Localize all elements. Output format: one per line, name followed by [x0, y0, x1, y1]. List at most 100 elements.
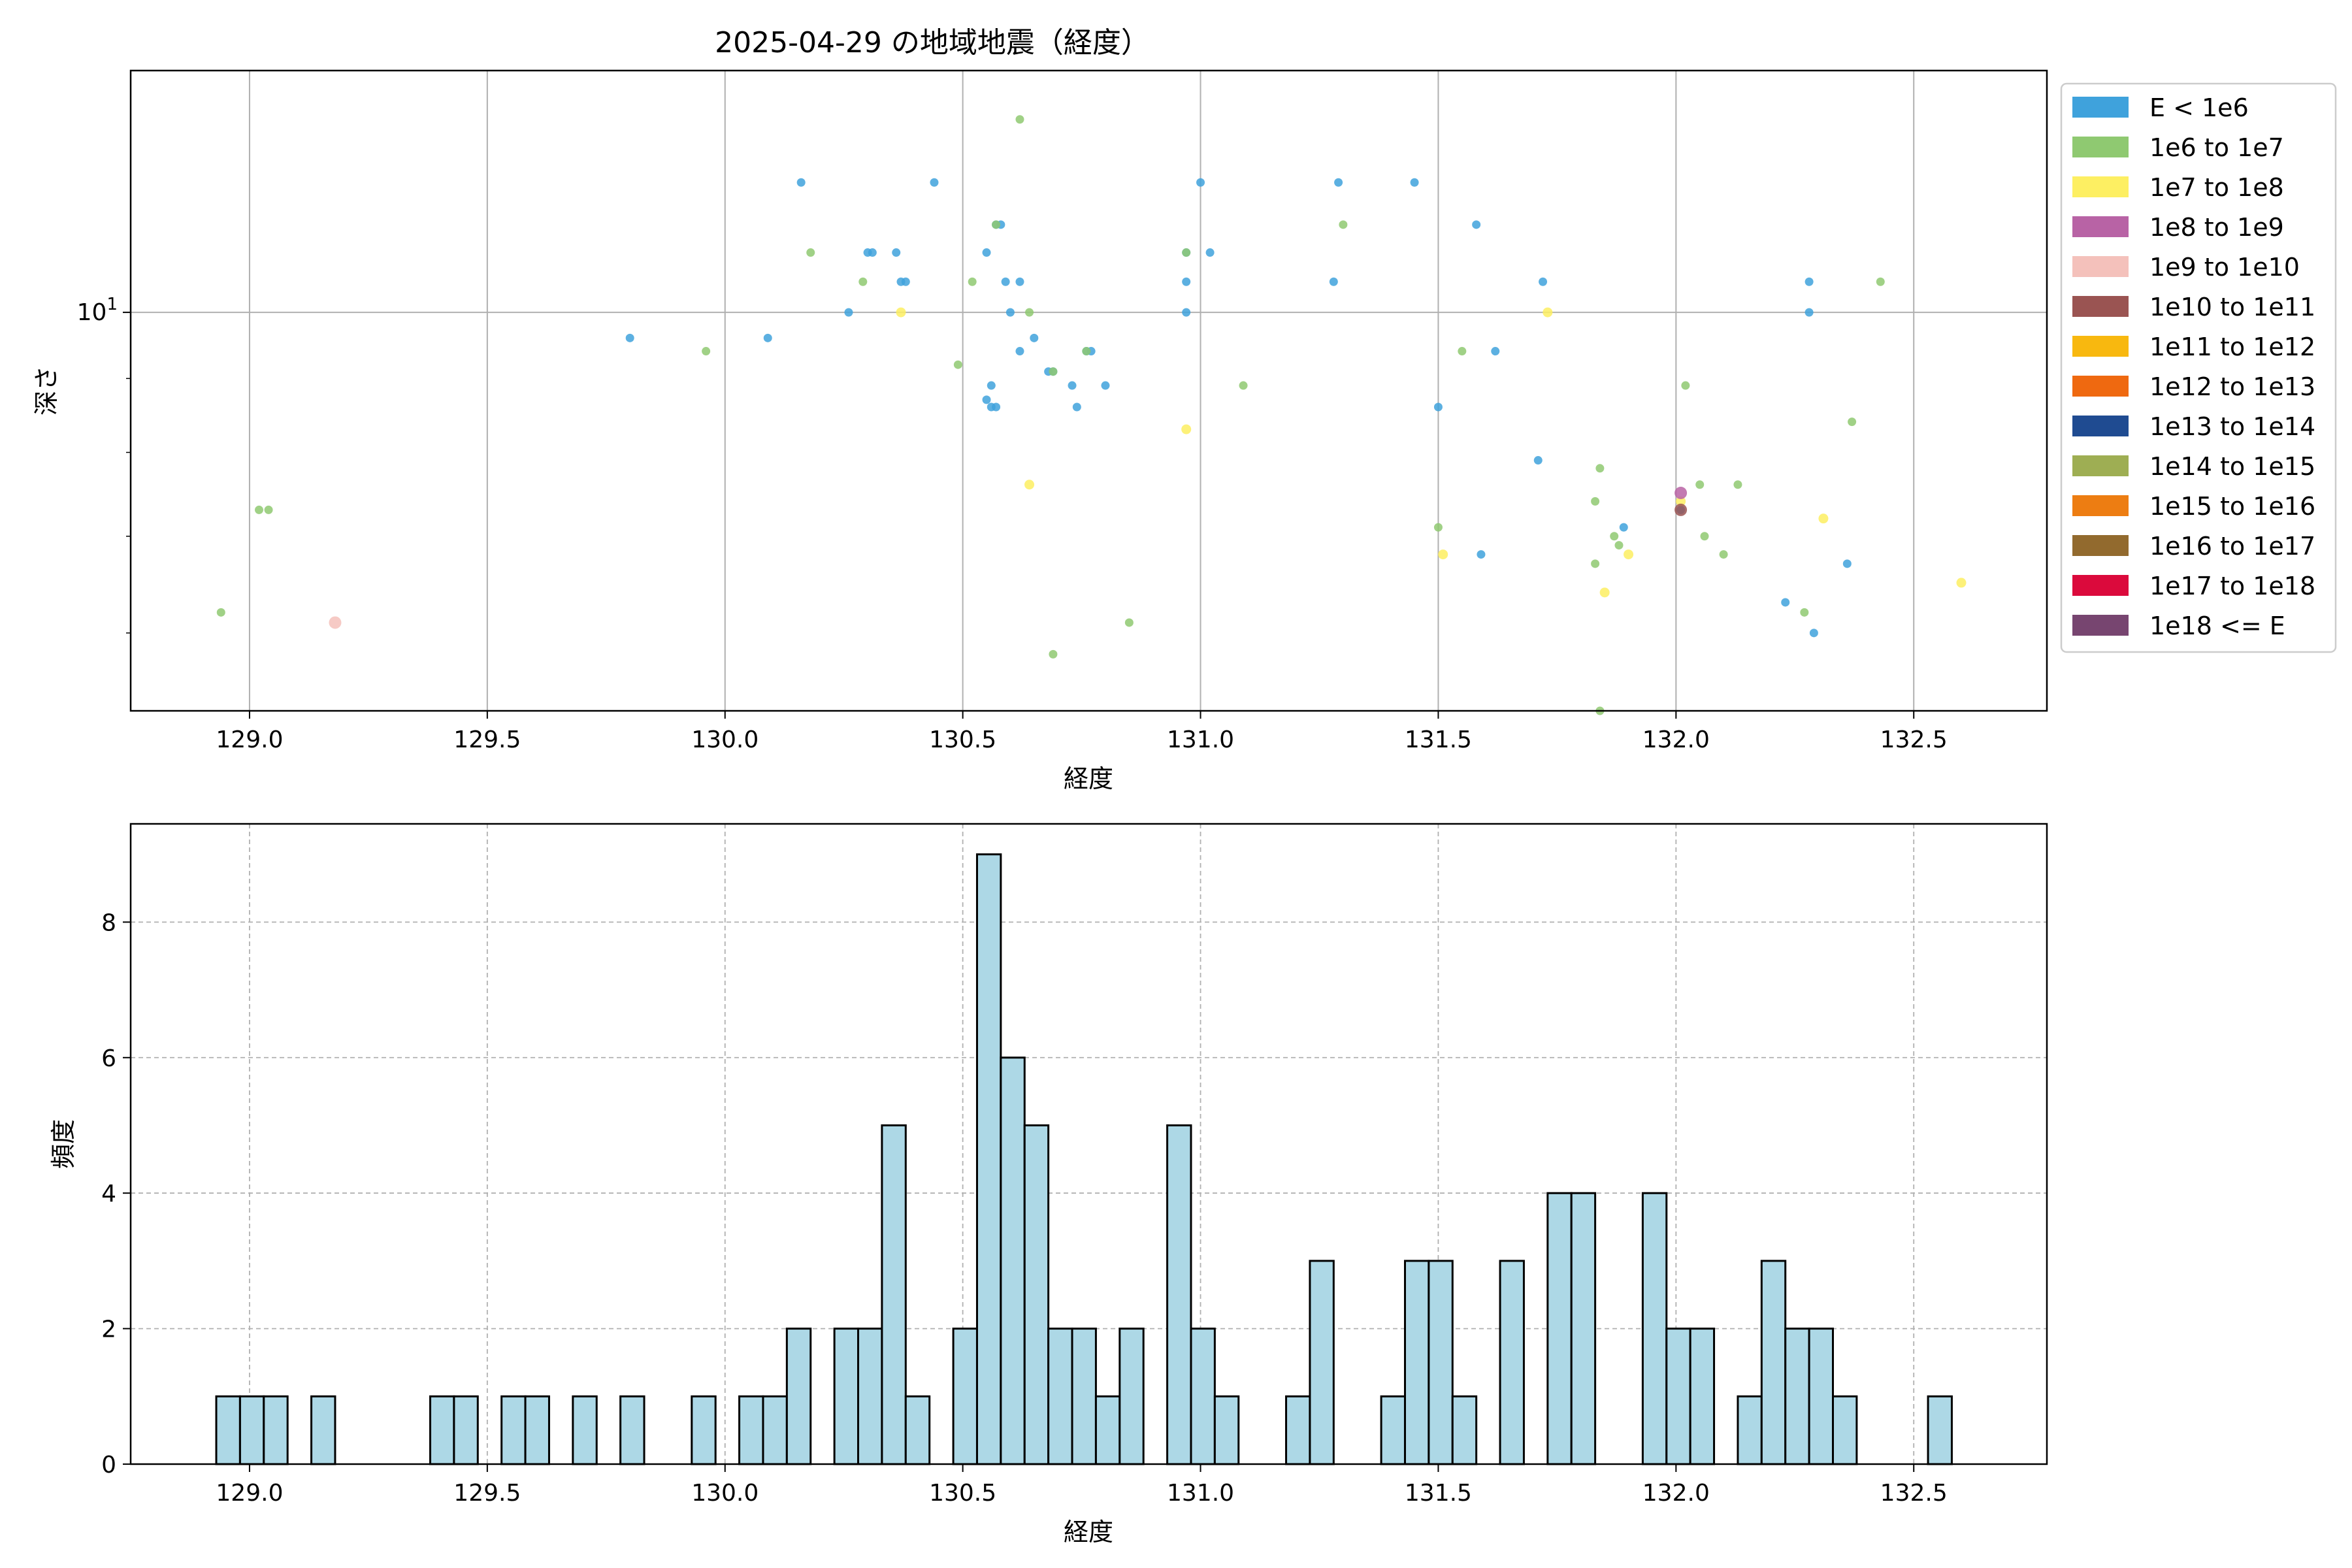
scatter-x-tick-label: 132.0 [1642, 727, 1710, 753]
scatter-y-axis-label: 深さ [32, 366, 61, 416]
histogram-bar [738, 1395, 764, 1465]
scatter-point [1956, 578, 1967, 588]
legend-swatch [2072, 575, 2129, 596]
scatter-point [1005, 308, 1015, 317]
scatter-gridlines [131, 71, 2047, 711]
scatter-point [806, 248, 815, 257]
scatter-point [1733, 480, 1742, 489]
scatter-point [930, 178, 939, 187]
histogram-bar [1047, 1328, 1073, 1465]
histogram-bar [691, 1395, 717, 1465]
legend-label: 1e12 to 1e13 [2149, 372, 2315, 401]
histogram-bar [857, 1328, 883, 1465]
legend-swatch [2072, 495, 2129, 516]
histogram-bar [1119, 1328, 1145, 1465]
histogram-plot-frame [129, 823, 2048, 1465]
scatter-point [1339, 220, 1348, 229]
histogram-bar [1546, 1192, 1573, 1465]
legend-box [2060, 82, 2337, 653]
histogram-bar [1380, 1395, 1406, 1465]
histogram-bar [762, 1395, 788, 1465]
histogram-y-axis-label: 頻度 [49, 1119, 78, 1169]
scatter-points [216, 115, 1967, 715]
scatter-point [868, 248, 877, 257]
histogram-bar [1190, 1328, 1216, 1465]
histogram-x-tick-label: 129.0 [216, 1480, 283, 1507]
scatter-point [1809, 629, 1818, 638]
legend-swatch [2072, 97, 2129, 118]
scatter-point [1458, 347, 1467, 356]
histogram-bar [215, 1395, 241, 1465]
scatter-point [1674, 503, 1688, 516]
scatter-point [1182, 308, 1191, 317]
histogram-bar [881, 1124, 907, 1465]
histogram-bar [1071, 1328, 1097, 1465]
histogram-bar [1927, 1395, 1953, 1465]
scatter-point [1196, 178, 1205, 187]
scatter-point [1491, 347, 1500, 356]
scatter-point [1205, 248, 1215, 257]
scatter-point [796, 178, 806, 187]
legend-swatch [2072, 376, 2129, 397]
histogram-bar [238, 1395, 265, 1465]
scatter-x-tick-label: 129.0 [216, 727, 283, 753]
histogram-bar [500, 1395, 527, 1465]
histogram-bar [952, 1328, 978, 1465]
scatter-point [1695, 480, 1705, 489]
scatter-point [1082, 347, 1091, 356]
legend-label: E < 1e6 [2149, 93, 2249, 122]
scatter-point [1818, 514, 1829, 524]
scatter-point [968, 277, 977, 286]
scatter-point [1477, 550, 1486, 559]
scatter-panel: 2025-04-29 の地域地震（経度） 129.0 129.5 130.0 130.… [32, 26, 2337, 793]
legend-swatch [2072, 216, 2129, 237]
scatter-point [858, 277, 868, 286]
scatter-point [1674, 486, 1688, 499]
histogram-bar [1570, 1192, 1597, 1465]
histogram-bar [1499, 1260, 1525, 1465]
scatter-point [1842, 559, 1852, 568]
histogram-bar [1760, 1260, 1787, 1465]
scatter-point [982, 248, 991, 257]
histogram-bar [1689, 1328, 1716, 1465]
scatter-point [1015, 347, 1024, 356]
scatter-y-ticks: 101 [77, 295, 131, 634]
histogram-bar [1428, 1260, 1454, 1465]
scatter-point [844, 308, 853, 317]
histogram-bar [1451, 1395, 1478, 1465]
legend-label: 1e15 to 1e16 [2149, 492, 2315, 521]
scatter-point [1595, 464, 1605, 473]
scatter-point [1030, 333, 1039, 342]
histogram-y-tick-label: 6 [101, 1045, 116, 1072]
scatter-point [763, 333, 772, 342]
legend-label: 1e9 to 1e10 [2149, 253, 2300, 282]
scatter-point [1848, 417, 1857, 427]
scatter-point [1182, 277, 1191, 286]
scatter-point [1068, 381, 1077, 390]
scatter-point [1719, 550, 1728, 559]
histogram-bar [263, 1395, 289, 1465]
scatter-point [1614, 541, 1624, 550]
chart-title: 2025-04-29 の地域地震（経度） [715, 26, 1150, 59]
histogram-bar [429, 1395, 455, 1465]
scatter-plot-frame [129, 69, 2048, 712]
scatter-point [1781, 598, 1790, 607]
scatter-x-tick-label: 130.5 [929, 727, 996, 753]
legend-swatch [2072, 256, 2129, 277]
scatter-point [1805, 277, 1814, 286]
histogram-bar [1665, 1328, 1691, 1465]
histogram-bar [1166, 1124, 1192, 1465]
scatter-point [1539, 277, 1548, 286]
scatter-point [1624, 549, 1634, 560]
histogram-bar [310, 1395, 336, 1465]
scatter-point [1591, 559, 1600, 568]
legend-label: 1e16 to 1e17 [2149, 532, 2315, 561]
histogram-bar [1784, 1328, 1810, 1465]
scatter-point [1124, 618, 1134, 627]
legend-swatch [2072, 455, 2129, 476]
histogram-y-tick-label: 2 [101, 1316, 116, 1343]
histogram-bar [1808, 1328, 1834, 1465]
scatter-point [1433, 523, 1443, 532]
scatter-point [264, 505, 273, 514]
histogram-y-ticks: 0 2 4 6 8 [101, 909, 131, 1478]
